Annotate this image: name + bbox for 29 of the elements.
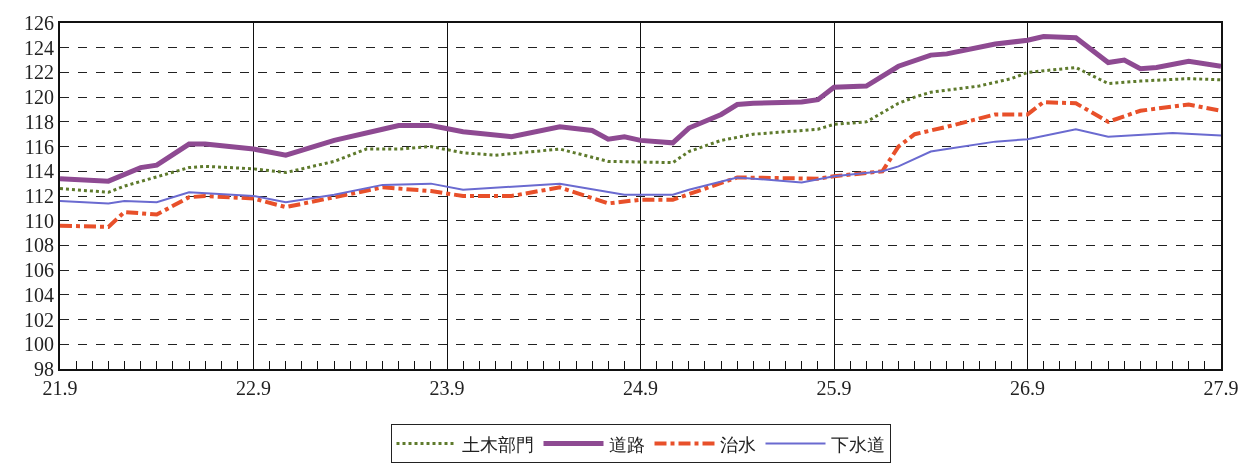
y-tick-label: 106 <box>24 259 54 282</box>
y-tick-label: 116 <box>24 135 54 158</box>
x-tick-label: 25.9 <box>816 377 852 399</box>
y-tick-label: 112 <box>24 185 54 207</box>
y-tick-label: 114 <box>24 160 54 183</box>
y-tick-label: 98 <box>34 358 54 380</box>
x-tick-label: 24.9 <box>623 377 658 399</box>
legend-label: 下水道 <box>830 433 885 455</box>
x-tick-label: 21.9 <box>42 377 78 399</box>
y-tick-label: 122 <box>24 61 54 84</box>
x-tick-label: 23.9 <box>429 377 465 399</box>
x-tick-label: 26.9 <box>1010 377 1045 399</box>
y-tick-label: 126 <box>24 12 54 34</box>
y-tick-label: 100 <box>24 333 54 356</box>
line-series <box>60 65 1221 194</box>
y-tick-label: 104 <box>24 283 54 306</box>
line-series <box>60 100 1221 229</box>
y-tick-label: 108 <box>24 234 54 257</box>
legend-label: 土木部門 <box>461 433 534 455</box>
x-tick-label: 27.9 <box>1203 377 1239 399</box>
y-tick-label: 118 <box>24 110 54 133</box>
y-tick-label: 102 <box>24 308 54 331</box>
legend-label: 治水 <box>719 433 756 455</box>
legend-label: 道路 <box>608 433 645 455</box>
y-tick-label: 110 <box>24 209 54 232</box>
x-tick-label: 22.9 <box>236 377 271 399</box>
y-tick-label: 124 <box>24 36 54 59</box>
y-tick-label: 120 <box>24 86 54 109</box>
line-series <box>60 128 1221 205</box>
